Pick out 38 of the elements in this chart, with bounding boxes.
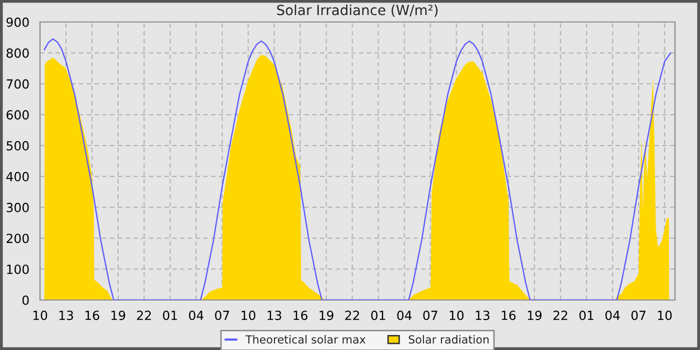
x-tick-label: 22 [553,310,568,320]
x-tick-label: 07 [215,310,230,320]
y-tick-label: 400 [6,172,29,182]
y-tick-label: 0 [22,295,29,305]
x-tick-label: 10 [658,310,672,320]
x-tick-label: 01 [162,310,177,320]
x-tick-label: 19 [528,310,542,320]
x-tick-label: 04 [397,310,412,320]
x-tick-label: 10 [33,310,48,320]
chart-title: Solar Irradiance (W/m²) [277,4,438,17]
x-tick-label: 13 [59,310,73,320]
x-tick-label: 07 [631,310,646,320]
x-tick-label: 22 [137,310,151,320]
x-tick-label: 04 [605,310,620,320]
x-tick-label: 16 [294,310,308,320]
x-tick-label: 01 [579,310,594,320]
x-tick-label: 16 [85,310,100,320]
legend-label: Theoretical solar max [245,335,366,344]
x-tick-label: 01 [371,310,386,320]
x-tick-label: 07 [423,310,438,320]
y-tick-label: 700 [6,79,29,89]
y-tick-label: 200 [6,234,29,244]
x-tick-label: 10 [242,310,256,320]
y-tick-label: 100 [7,264,29,274]
x-tick-label: 10 [450,310,464,320]
x-tick-label: 22 [345,310,359,320]
y-tick-label: 500 [6,141,29,150]
legend-label: Solar radiation [408,335,489,344]
x-tick-label: 13 [476,310,490,320]
x-tick-label: 04 [189,310,204,320]
x-tick-label: 16 [502,310,516,320]
x-tick-label: 13 [268,310,282,320]
y-tick-label: 600 [6,110,29,120]
x-tick-label: 19 [320,310,334,320]
y-tick-label: 300 [6,202,29,212]
x-tick-label: 19 [111,310,126,320]
y-tick-label: 900 [6,17,29,27]
y-tick-label: 800 [6,48,29,58]
